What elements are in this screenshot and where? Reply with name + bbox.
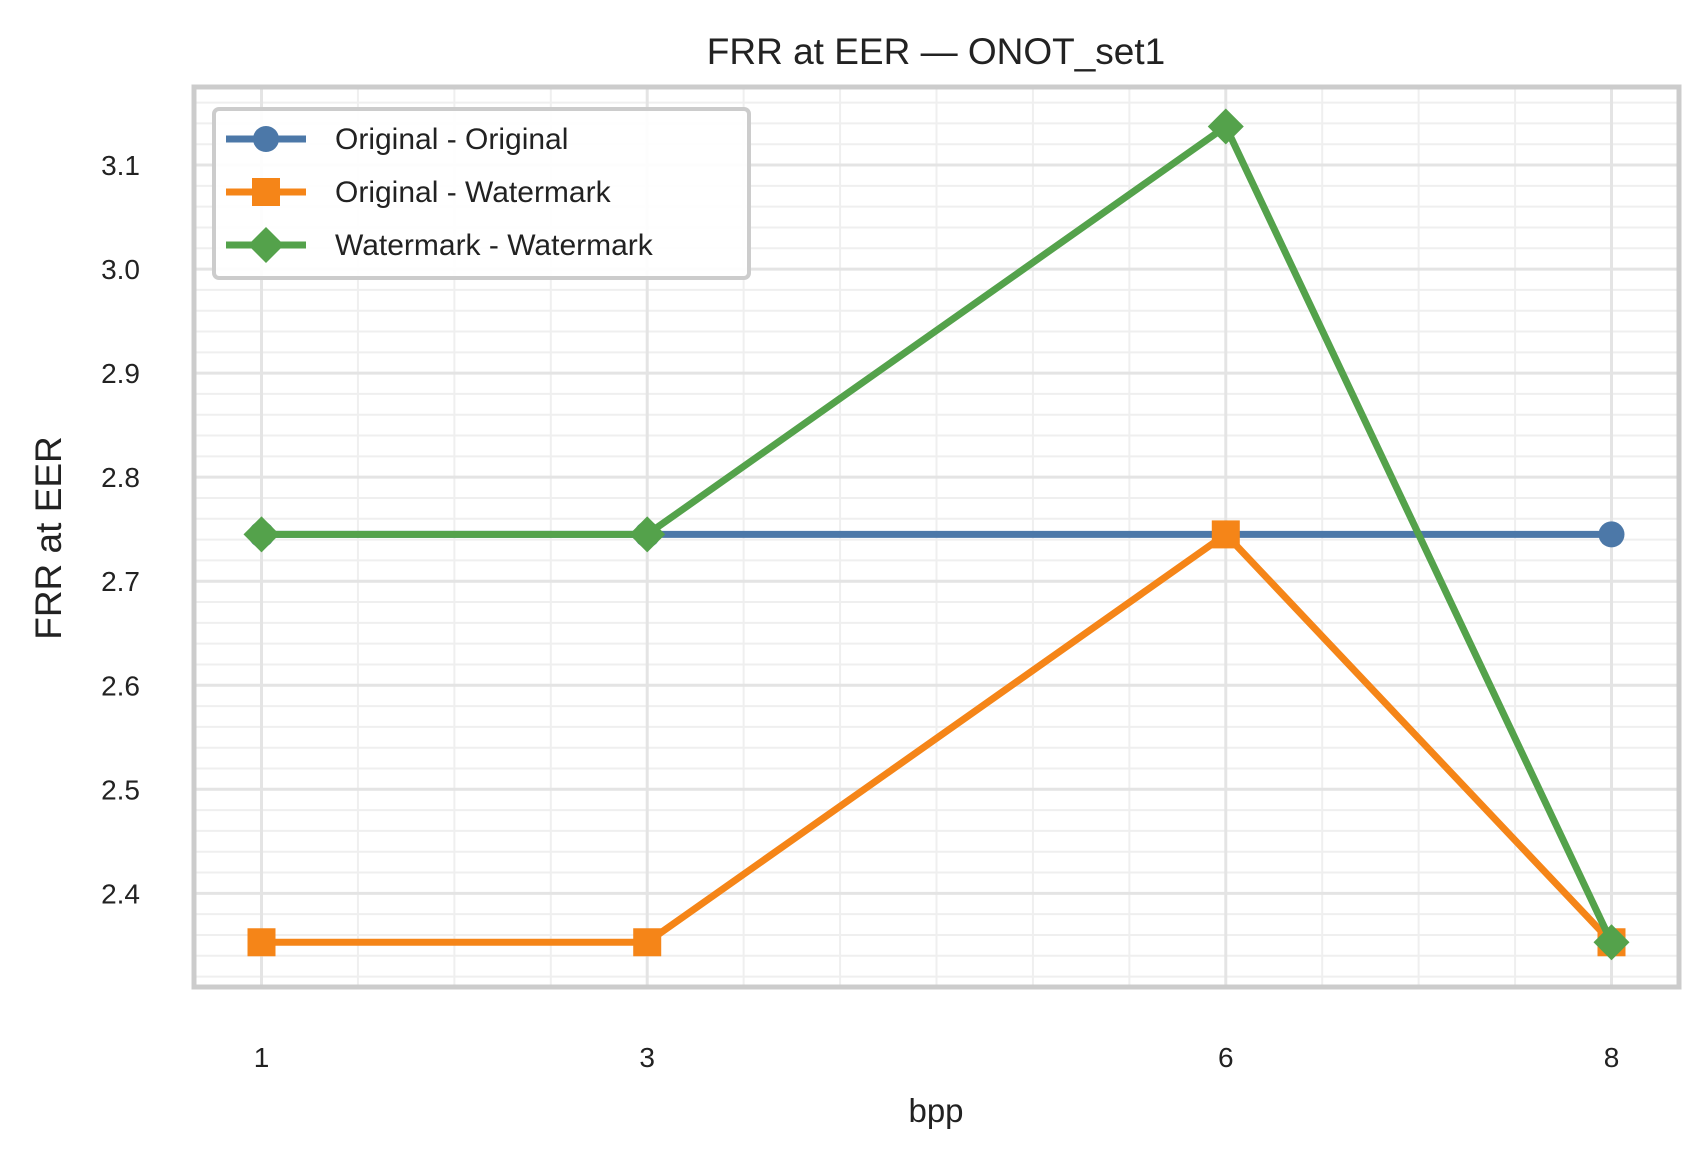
data-point: [1598, 521, 1625, 548]
grid: [194, 87, 1679, 987]
y-tick-label: 2.4: [101, 878, 140, 909]
data-point: [1593, 924, 1630, 961]
series-3: [243, 108, 1630, 961]
y-tick-label: 3.0: [101, 254, 140, 285]
legend-label: Original - Original: [335, 123, 568, 156]
series-2: [247, 520, 1626, 957]
legend: Original - Original Original - Watermark W…: [212, 107, 751, 280]
x-tick-label: 6: [1218, 1042, 1234, 1073]
series-line: [258, 530, 1615, 946]
data-point: [243, 516, 280, 553]
data-point: [1207, 108, 1244, 145]
legend-entry: Original - Watermark: [226, 176, 612, 209]
y-tick-label: 3.1: [101, 150, 140, 181]
data-point: [633, 928, 662, 957]
legend-label: Watermark - Watermark: [335, 229, 654, 262]
legend-marker: [252, 178, 280, 206]
y-tick-label: 2.9: [101, 358, 140, 389]
x-tick-labels: 1 3 6 8: [254, 1042, 1620, 1073]
x-tick-label: 3: [639, 1042, 655, 1073]
legend-entry: Watermark - Watermark: [226, 227, 654, 263]
data-point: [629, 516, 666, 553]
legend-marker: [253, 126, 279, 152]
y-tick-labels: 2.4 2.5 2.6 2.7 2.8 2.9 3.0 3.1: [101, 150, 140, 909]
y-tick-label: 2.7: [101, 566, 140, 597]
x-tick-label: 1: [254, 1042, 270, 1073]
y-tick-label: 2.6: [101, 670, 140, 701]
legend-entry: Original - Original: [226, 123, 568, 156]
data-point: [247, 928, 276, 957]
series-layer: [243, 108, 1630, 961]
data-point: [1211, 520, 1240, 549]
legend-box: [212, 107, 751, 280]
y-tick-label: 2.5: [101, 774, 140, 805]
y-tick-label: 2.8: [101, 462, 140, 493]
legend-label: Original - Watermark: [335, 176, 612, 209]
x-axis-label: bpp: [908, 1092, 963, 1129]
plot-frame: [191, 84, 1682, 990]
chart-title: FRR at EER — ONOT_set1: [707, 31, 1166, 72]
y-axis-label: FRR at EER: [28, 436, 69, 640]
x-tick-label: 8: [1604, 1042, 1620, 1073]
series-line: [258, 123, 1615, 946]
legend-marker: [248, 227, 284, 263]
